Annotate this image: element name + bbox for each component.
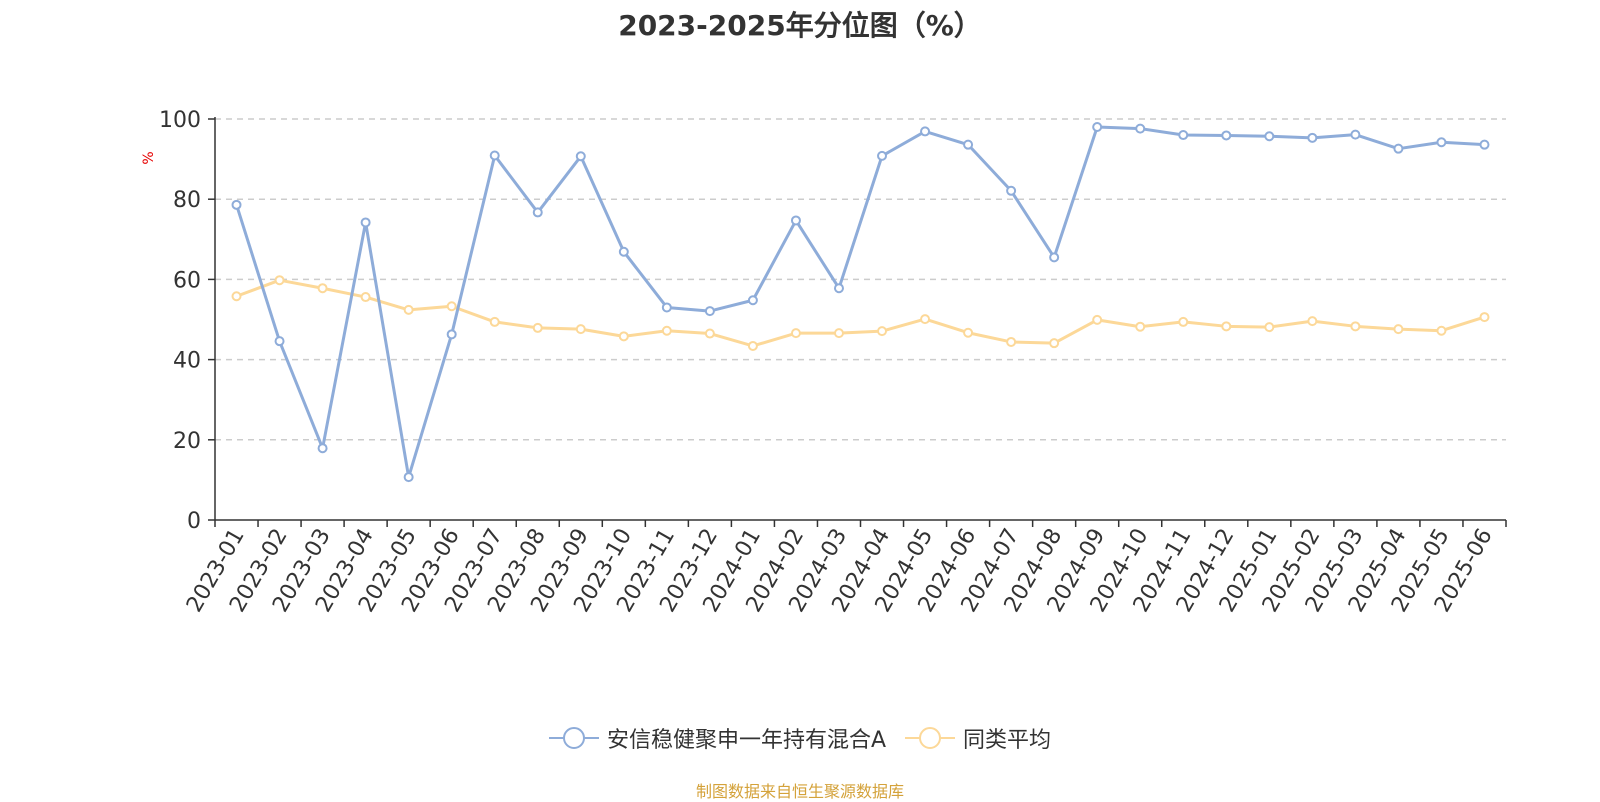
- data-point: [747, 295, 758, 306]
- legend-item-average[interactable]: 同类平均: [905, 722, 1051, 754]
- chart-title: 2023-2025年分位图（%）: [618, 9, 982, 42]
- data-point: [1049, 338, 1060, 349]
- data-point: [920, 314, 931, 325]
- data-point: [532, 322, 543, 333]
- data-point: [833, 283, 844, 294]
- legend-item-fund[interactable]: 安信稳健聚申一年持有混合A: [548, 722, 887, 754]
- data-point: [1350, 321, 1361, 332]
- y-tick-label: 0: [187, 509, 201, 534]
- data-point: [575, 151, 586, 162]
- data-point: [446, 301, 457, 312]
- legend-swatch-average: [905, 727, 956, 749]
- legend: 安信稳健聚申一年持有混合A 同类平均: [0, 722, 1600, 756]
- series-1: [231, 275, 1490, 351]
- data-point: [1178, 316, 1189, 327]
- data-point: [661, 325, 672, 336]
- y-tick-label: 80: [173, 188, 201, 213]
- data-point: [360, 292, 371, 303]
- data-point: [1092, 122, 1103, 133]
- y-axis-label: %: [141, 151, 157, 164]
- data-point: [446, 329, 457, 340]
- data-point: [877, 150, 888, 161]
- data-point: [920, 126, 931, 137]
- grid-lines: [215, 118, 1506, 441]
- data-point: [1393, 143, 1404, 154]
- data-point: [1436, 137, 1447, 148]
- series-line: [235, 125, 1485, 479]
- data-point: [790, 215, 801, 226]
- data-point: [1264, 322, 1275, 333]
- data-point: [1307, 132, 1318, 143]
- data-point: [1307, 316, 1318, 327]
- y-tick-label: 40: [173, 349, 201, 374]
- data-point: [1350, 129, 1361, 140]
- data-point: [1264, 131, 1275, 142]
- data-point: [1479, 312, 1490, 323]
- data-point: [360, 217, 371, 228]
- data-point: [489, 150, 500, 161]
- data-point: [790, 328, 801, 339]
- data-point: [963, 327, 974, 338]
- series-0: [231, 122, 1490, 483]
- data-point: [1393, 324, 1404, 335]
- data-point: [489, 316, 500, 327]
- y-tick-label: 100: [159, 108, 201, 133]
- data-point: [1221, 130, 1232, 141]
- data-point: [1006, 336, 1017, 347]
- data-point: [403, 304, 414, 315]
- data-point: [877, 326, 888, 337]
- series: [231, 122, 1490, 483]
- data-point: [403, 472, 414, 483]
- data-point: [1178, 130, 1189, 141]
- data-point: [274, 275, 285, 286]
- y-tick-label: 20: [173, 429, 201, 454]
- data-point: [1006, 185, 1017, 196]
- data-point: [532, 207, 543, 218]
- axes: [208, 117, 1507, 527]
- y-tick-label: 60: [173, 268, 201, 293]
- series-line: [235, 278, 1485, 348]
- axis-labels: 020406080100%2023-012023-022023-032023-0…: [141, 108, 1498, 617]
- data-point: [1135, 123, 1146, 134]
- source-note: 制图数据来自恒生聚源数据库: [695, 782, 904, 801]
- legend-label-average: 同类平均: [963, 728, 1052, 753]
- data-point: [1479, 139, 1490, 150]
- data-point: [1092, 314, 1103, 325]
- data-point: [1049, 252, 1060, 263]
- data-point: [661, 302, 672, 313]
- data-point: [317, 443, 328, 454]
- legend-swatch-fund: [548, 727, 599, 749]
- data-point: [704, 328, 715, 339]
- data-point: [618, 331, 629, 342]
- data-point: [274, 336, 285, 347]
- data-point: [618, 246, 629, 257]
- data-point: [747, 340, 758, 351]
- data-point: [317, 283, 328, 294]
- data-point: [575, 324, 586, 335]
- data-point: [704, 306, 715, 317]
- data-point: [231, 199, 242, 210]
- data-point: [833, 328, 844, 339]
- data-point: [1135, 321, 1146, 332]
- data-point: [1221, 321, 1232, 332]
- data-point: [963, 139, 974, 150]
- data-point: [1436, 325, 1447, 336]
- legend-label-fund: 安信稳健聚申一年持有混合A: [606, 728, 887, 753]
- data-point: [231, 291, 242, 302]
